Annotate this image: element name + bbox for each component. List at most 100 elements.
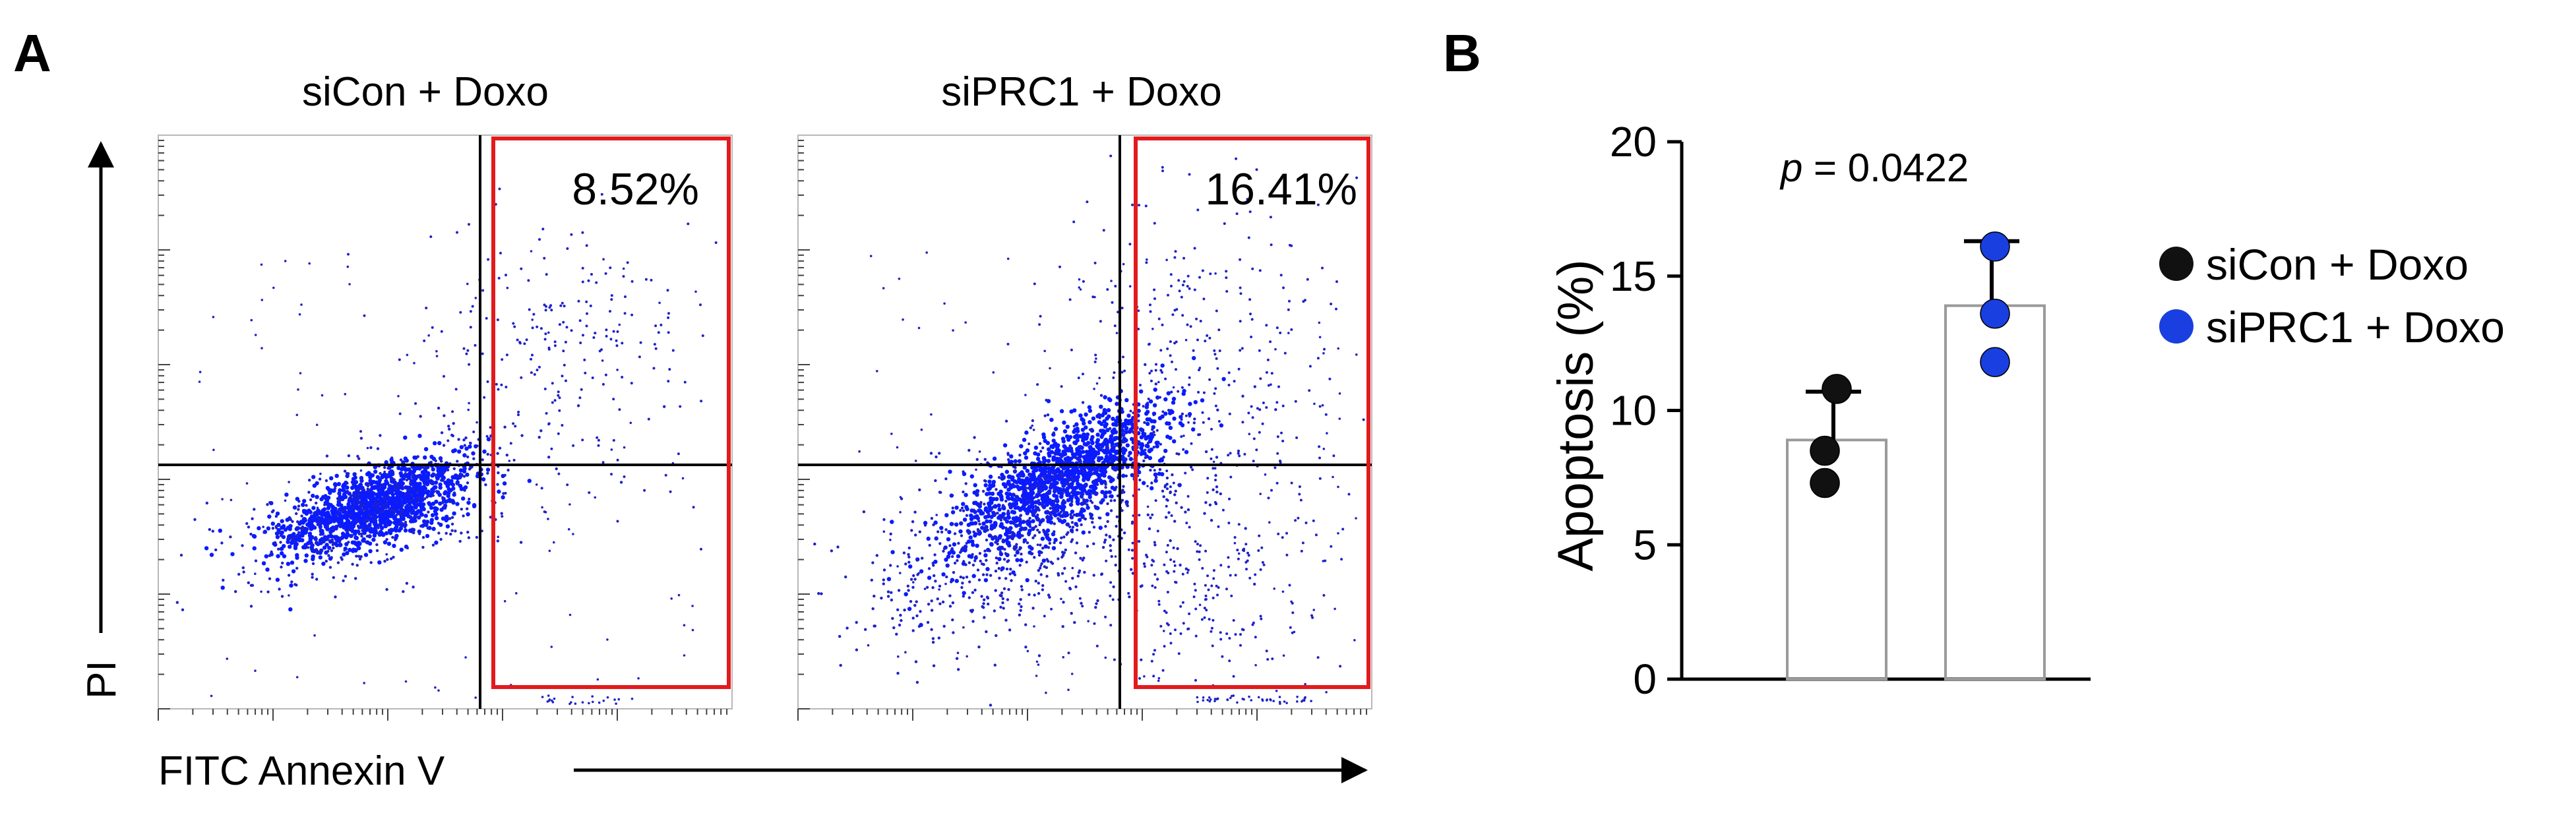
- event-dot: [320, 549, 323, 552]
- event-dot: [1297, 516, 1300, 520]
- event-dot: [1080, 516, 1084, 520]
- event-dot: [1028, 525, 1032, 528]
- event-dot: [1259, 493, 1262, 495]
- event-dot: [541, 696, 544, 698]
- event-dot: [1272, 700, 1275, 702]
- event-dot: [1120, 307, 1124, 310]
- event-dot: [1209, 272, 1212, 276]
- event-dot: [1341, 527, 1345, 531]
- event-dot: [1169, 340, 1172, 344]
- event-dot: [1082, 470, 1086, 473]
- event-dot: [1027, 593, 1031, 596]
- event-dot: [572, 533, 574, 535]
- event-dot: [1155, 578, 1159, 581]
- event-dot: [1104, 481, 1107, 484]
- event-dot: [1268, 521, 1271, 524]
- event-dot: [1122, 531, 1126, 535]
- event-dot: [950, 547, 954, 551]
- event-dot: [980, 595, 983, 598]
- event-dot: [1172, 439, 1177, 444]
- event-dot: [1310, 614, 1313, 617]
- event-dot: [437, 406, 441, 410]
- event-dot: [630, 698, 634, 700]
- event-dot: [897, 655, 900, 658]
- event-dot: [1018, 613, 1022, 617]
- event-dot: [596, 436, 599, 439]
- event-dot: [342, 552, 346, 557]
- event-dot: [1173, 342, 1177, 345]
- event-dot: [283, 527, 288, 532]
- event-dot: [525, 338, 528, 342]
- event-dot: [1018, 454, 1022, 457]
- event-dot: [1279, 331, 1282, 334]
- event-dot: [1146, 258, 1148, 261]
- event-dot: [486, 471, 489, 475]
- event-dot: [1202, 297, 1206, 301]
- event-dot: [1103, 458, 1108, 463]
- event-dot: [370, 473, 375, 477]
- event-dot: [972, 530, 975, 533]
- event-dot: [344, 516, 349, 520]
- event-dot: [946, 555, 951, 559]
- event-dot: [1001, 597, 1005, 601]
- event-dot: [610, 294, 613, 297]
- event-dot: [366, 446, 369, 450]
- event-dot: [1032, 526, 1035, 529]
- event-dot: [1213, 353, 1217, 356]
- event-dot: [327, 545, 332, 551]
- event-dot: [1060, 507, 1066, 512]
- event-dot: [1217, 328, 1221, 332]
- event-dot: [280, 551, 284, 556]
- event-dot: [1075, 541, 1079, 545]
- event-dot: [474, 344, 477, 347]
- event-dot: [988, 519, 993, 524]
- event-dot: [876, 370, 878, 373]
- event-dot: [1105, 533, 1108, 537]
- event-dot: [1025, 468, 1030, 473]
- event-dot: [917, 572, 920, 575]
- event-dot: [251, 584, 255, 587]
- event-dot: [361, 527, 365, 530]
- event-dot: [1000, 466, 1003, 469]
- event-dot: [1103, 395, 1107, 400]
- event-dot: [1145, 553, 1148, 557]
- event-dot: [1039, 564, 1042, 567]
- event-dot: [1064, 457, 1068, 462]
- event-dot: [619, 481, 623, 484]
- event-dot: [520, 267, 523, 270]
- event-dot: [354, 577, 357, 580]
- event-dot: [1217, 586, 1220, 589]
- event-dot: [334, 538, 338, 541]
- event-dot: [1152, 403, 1157, 407]
- event-dot: [931, 561, 935, 565]
- event-dot: [1246, 198, 1249, 201]
- event-dot: [506, 468, 510, 472]
- event-dot: [410, 527, 414, 531]
- event-dot: [326, 506, 331, 510]
- event-dot: [677, 452, 680, 456]
- event-dot: [931, 640, 935, 644]
- event-dot: [1330, 545, 1333, 548]
- event-dot: [1122, 262, 1125, 266]
- event-dot: [1022, 491, 1025, 493]
- event-dot: [205, 501, 208, 505]
- event-dot: [1064, 447, 1068, 452]
- event-dot: [1051, 546, 1057, 551]
- event-dot: [964, 563, 967, 566]
- event-dot: [981, 562, 984, 566]
- event-dot: [330, 509, 334, 514]
- event-dot: [977, 504, 980, 508]
- event-dot: [1207, 417, 1211, 421]
- event-dot: [963, 546, 967, 549]
- event-dot: [1236, 549, 1239, 552]
- event-dot: [962, 576, 966, 580]
- event-dot: [1196, 700, 1199, 704]
- y-axis-ticks: [158, 139, 170, 709]
- event-dot: [1153, 297, 1156, 300]
- event-dot: [1042, 497, 1047, 501]
- event-dot: [412, 531, 415, 535]
- event-dot: [417, 433, 422, 438]
- event-dot: [346, 490, 350, 493]
- event-dot: [361, 529, 364, 532]
- event-dot: [1273, 466, 1277, 469]
